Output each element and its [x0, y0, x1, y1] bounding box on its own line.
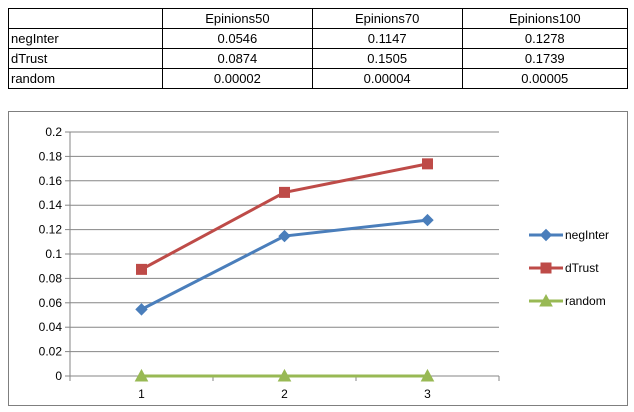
table-row: dTrust 0.0874 0.1505 0.1739: [8, 48, 629, 69]
x-tick-label: 2: [281, 387, 288, 401]
y-tick-label: 0.08: [39, 271, 63, 285]
data-point-dTrust: [279, 186, 290, 198]
y-tick-label: 0.16: [39, 174, 63, 188]
data-point-negInter: [135, 303, 148, 316]
data-point-random: [277, 368, 292, 382]
legend-marker-random: [539, 293, 553, 307]
y-tick-label: 0.12: [39, 223, 63, 237]
table-cell: 0.00002: [162, 68, 313, 89]
table-cell: 0.1147: [311, 28, 463, 49]
y-tick-label: 0.04: [39, 320, 63, 334]
table-row: negInter 0.0546 0.1147 0.1278: [8, 28, 629, 49]
x-tick-label: 3: [424, 387, 431, 401]
x-tick-label: 1: [138, 387, 145, 401]
data-point-dTrust: [422, 158, 433, 170]
legend-label: negInter: [565, 228, 609, 242]
table-cell: 0.1505: [311, 48, 463, 69]
column-header: Epinions50: [162, 8, 313, 29]
y-tick-label: 0.14: [39, 198, 63, 212]
data-point-dTrust: [136, 263, 147, 275]
y-tick-label: 0.2: [45, 125, 62, 139]
table-cell: 0.1278: [461, 28, 629, 49]
row-label: dTrust: [8, 48, 163, 69]
y-tick-label: 0: [55, 369, 62, 383]
table-cell: 0.0546: [162, 28, 313, 49]
column-header: Epinions70: [311, 8, 463, 29]
legend-marker-negInter: [539, 228, 553, 242]
data-point-negInter: [421, 213, 434, 227]
table-cell: 0.1739: [461, 48, 629, 69]
row-label: random: [8, 68, 163, 89]
legend-label: random: [565, 294, 606, 308]
data-point-negInter: [278, 229, 291, 243]
y-tick-label: 0.1: [45, 247, 62, 261]
y-tick-label: 0.18: [39, 149, 63, 163]
line-chart: 0 0.02 0.04 0.06 0.08 0.1 0.12 0.14 0.16 0.18 0.2 1…: [39, 125, 609, 401]
table-row: random 0.00002 0.00004 0.00005: [8, 68, 629, 89]
row-label: negInter: [8, 28, 163, 49]
data-point-random: [420, 368, 435, 382]
y-tick-label: 0.02: [39, 345, 63, 359]
table-corner-cell: [8, 8, 163, 29]
chart-area: 0 0.02 0.04 0.06 0.08 0.1 0.12 0.14 0.16 0.18 0.2 1…: [8, 111, 628, 406]
column-header: Epinions100: [461, 8, 629, 29]
table-cell: 0.00004: [311, 68, 463, 89]
results-table: Epinions50 Epinions70 Epinions100 negInt…: [8, 8, 629, 89]
table-cell: 0.0874: [162, 48, 313, 69]
legend-marker-dTrust: [540, 262, 552, 274]
legend-label: dTrust: [565, 261, 599, 275]
table-cell: 0.00005: [461, 68, 629, 89]
table-header-row: Epinions50 Epinions70 Epinions100: [8, 8, 629, 29]
y-tick-label: 0.06: [39, 296, 63, 310]
data-point-random: [134, 368, 149, 382]
